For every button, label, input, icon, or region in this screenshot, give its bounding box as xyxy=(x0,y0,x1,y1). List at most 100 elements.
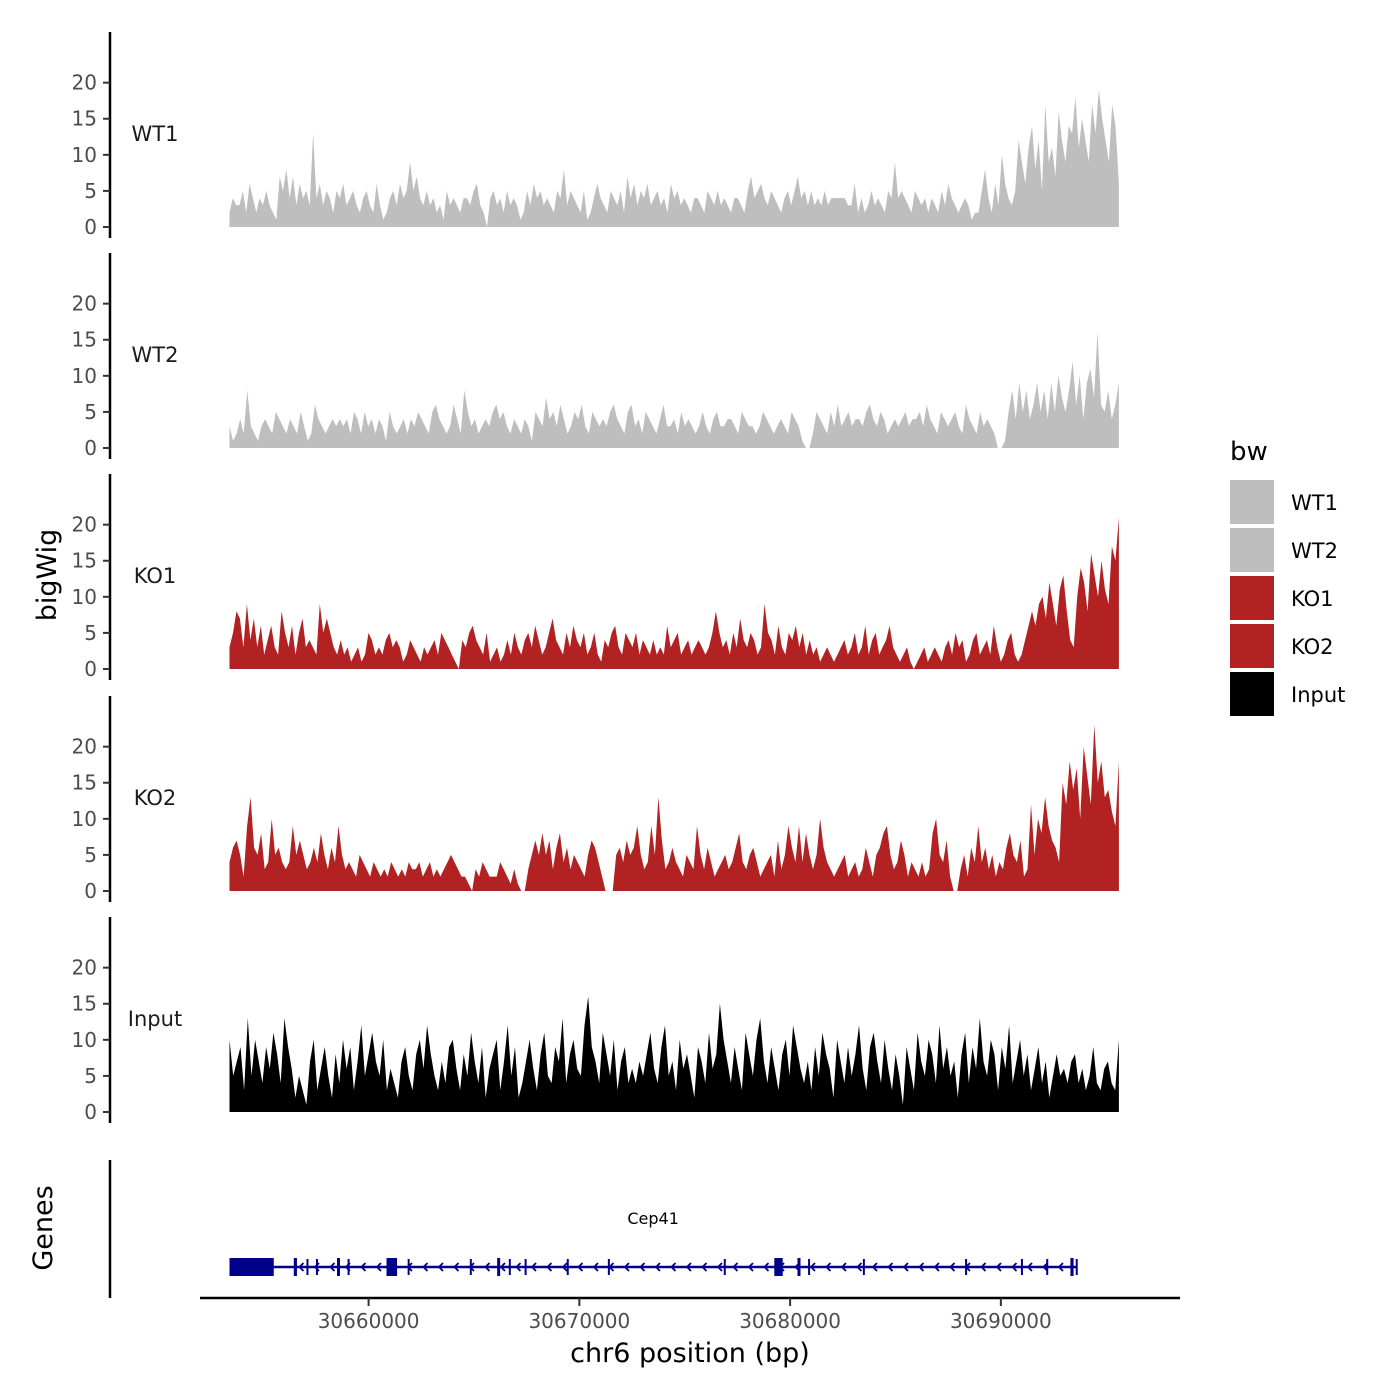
y-tick-label: 20 xyxy=(72,956,97,980)
strand-arrow xyxy=(639,1262,646,1272)
track-ko1: 0 5 10 15 20 KO1 xyxy=(72,474,1119,681)
strand-arrow xyxy=(329,1262,336,1272)
track-wt1: 0 5 10 15 20 WT1 xyxy=(72,32,1119,239)
coverage-area-wt1 xyxy=(229,89,1119,228)
track-input: 0 5 10 15 20 Input xyxy=(72,917,1119,1124)
y-tick-label: 15 xyxy=(72,328,97,352)
legend-key-wt2 xyxy=(1230,528,1274,572)
legend-key-ko1 xyxy=(1230,576,1274,620)
gene-exon xyxy=(386,1258,398,1276)
coverage-area-ko1 xyxy=(229,517,1119,669)
x-tick-label: 30660000 xyxy=(318,1309,420,1333)
strand-arrow xyxy=(530,1262,537,1272)
y-tick-label: 15 xyxy=(72,992,97,1016)
strand-arrow xyxy=(980,1262,987,1272)
y-tick-label: 20 xyxy=(72,513,97,537)
gene-exon xyxy=(497,1258,501,1276)
strand-arrow xyxy=(949,1262,956,1272)
strand-arrow xyxy=(499,1262,506,1272)
gene-exon xyxy=(1070,1258,1074,1276)
track-label-ko2: KO2 xyxy=(134,786,177,810)
coverage-area-input xyxy=(229,996,1119,1112)
legend-label-ko1: KO1 xyxy=(1291,587,1334,611)
strand-arrow xyxy=(732,1262,739,1272)
track-label-wt1: WT1 xyxy=(132,122,179,146)
strand-arrow xyxy=(1026,1262,1033,1272)
legend-title: bw xyxy=(1230,437,1268,467)
legend-label-ko2: KO2 xyxy=(1291,635,1334,659)
strand-arrow xyxy=(887,1262,894,1272)
strand-arrow xyxy=(437,1262,444,1272)
strand-arrow xyxy=(933,1262,940,1272)
strand-arrow xyxy=(670,1262,677,1272)
strand-arrow xyxy=(298,1262,305,1272)
gene-exon xyxy=(774,1258,783,1276)
gene-name-label: Cep41 xyxy=(627,1209,679,1228)
legend: bw WT1 WT2 KO1 KO2 Input xyxy=(1230,437,1345,716)
y-tick-label: 5 xyxy=(84,179,97,203)
y-tick-label: 5 xyxy=(84,1064,97,1088)
strand-arrow xyxy=(747,1262,754,1272)
y-tick-label: 10 xyxy=(72,364,97,388)
y-tick-label: 15 xyxy=(72,107,97,131)
gene-exon xyxy=(797,1258,801,1276)
y-tick-label: 0 xyxy=(84,436,97,460)
x-tick-label: 30670000 xyxy=(528,1309,630,1333)
strand-arrow xyxy=(484,1262,491,1272)
gene-exon xyxy=(336,1258,340,1276)
y-tick-label: 5 xyxy=(84,621,97,645)
legend-label-wt1: WT1 xyxy=(1291,491,1338,515)
strand-arrow xyxy=(375,1262,382,1272)
coverage-area-wt2 xyxy=(229,332,1119,448)
strand-arrow xyxy=(1057,1262,1064,1272)
y-tick-label: 10 xyxy=(72,807,97,831)
strand-arrow xyxy=(871,1262,878,1272)
strand-arrow xyxy=(577,1262,584,1272)
strand-arrow xyxy=(809,1262,816,1272)
y-axis-title: bigWig xyxy=(32,529,63,622)
strand-arrow xyxy=(515,1262,522,1272)
y-tick-label: 0 xyxy=(84,1100,97,1124)
y-tick-label: 20 xyxy=(72,292,97,316)
strand-arrow xyxy=(716,1262,723,1272)
coverage-tracks: 0 5 10 15 20 WT1 0 5 10 15 20 WT2 0 5 10 15 20 KO1 0 5 10 15 2… xyxy=(72,32,1119,1124)
strand-arrow xyxy=(654,1262,661,1272)
strand-arrow xyxy=(902,1262,909,1272)
coverage-area-ko2 xyxy=(229,725,1119,891)
gene-exon xyxy=(293,1258,297,1276)
strand-arrow xyxy=(856,1262,863,1272)
y-tick-label: 5 xyxy=(84,843,97,867)
y-tick-label: 0 xyxy=(84,879,97,903)
strand-arrow xyxy=(546,1262,553,1272)
track-ko2: 0 5 10 15 20 KO2 xyxy=(72,696,1119,903)
legend-key-wt1 xyxy=(1230,480,1274,524)
y-tick-label: 15 xyxy=(72,771,97,795)
legend-key-ko2 xyxy=(1230,624,1274,668)
strand-arrow xyxy=(453,1262,460,1272)
x-axis: 30660000 30670000 30680000 30690000 xyxy=(200,1296,1180,1333)
x-tick-label: 30680000 xyxy=(739,1309,841,1333)
x-axis-title: chr6 position (bp) xyxy=(570,1338,810,1369)
strand-arrow xyxy=(995,1262,1002,1272)
strand-arrow xyxy=(701,1262,708,1272)
y-tick-label: 10 xyxy=(72,585,97,609)
track-label-wt2: WT2 xyxy=(132,343,179,367)
gene-exon xyxy=(229,1258,274,1276)
y-tick-label: 0 xyxy=(84,657,97,681)
strand-arrow xyxy=(840,1262,847,1272)
strand-arrow xyxy=(918,1262,925,1272)
track-wt2: 0 5 10 15 20 WT2 xyxy=(72,253,1119,460)
strand-arrow xyxy=(685,1262,692,1272)
y-tick-label: 20 xyxy=(72,735,97,759)
y-tick-label: 5 xyxy=(84,400,97,424)
y-tick-label: 20 xyxy=(72,71,97,95)
legend-label-wt2: WT2 xyxy=(1291,539,1338,563)
strand-arrow xyxy=(1042,1262,1049,1272)
y-tick-label: 15 xyxy=(72,549,97,573)
genes-axis-title: Genes xyxy=(28,1185,59,1270)
y-tick-label: 10 xyxy=(72,1028,97,1052)
legend-label-input: Input xyxy=(1291,683,1345,707)
strand-arrow xyxy=(422,1262,429,1272)
y-tick-label: 10 xyxy=(72,143,97,167)
strand-arrow xyxy=(592,1262,599,1272)
